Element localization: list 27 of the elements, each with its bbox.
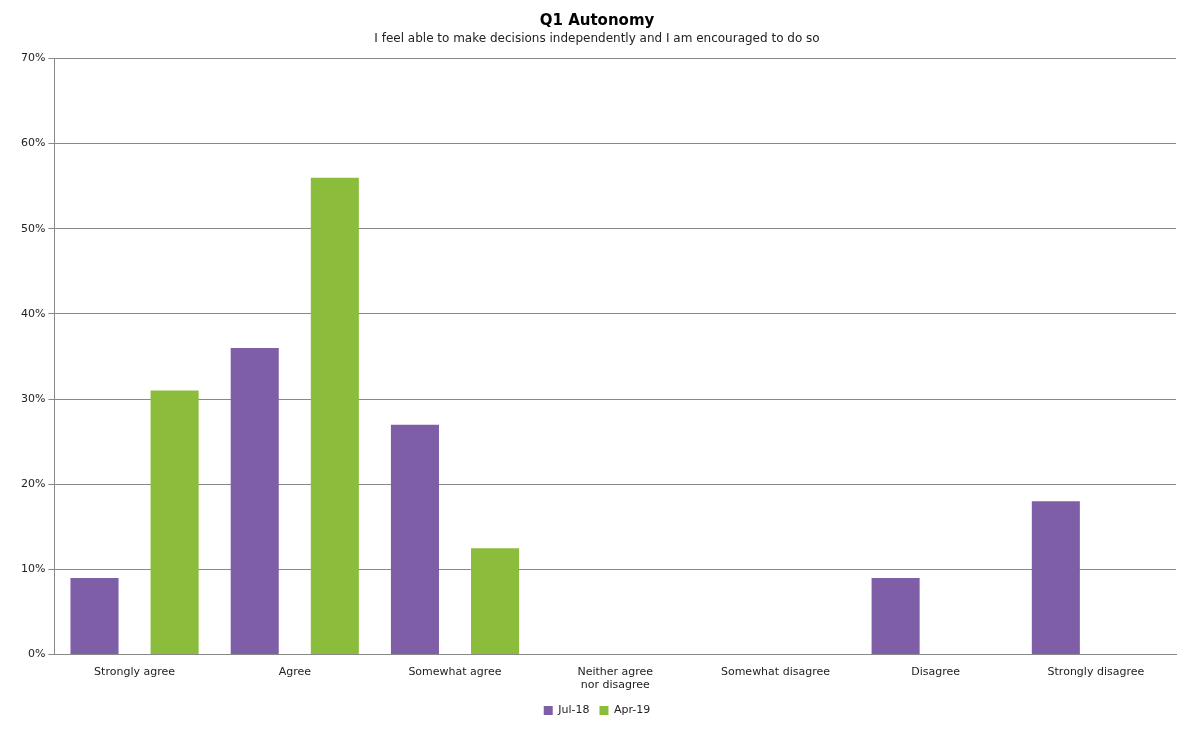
y-tick-label: 70% — [21, 51, 46, 65]
chart-subtitle: I feel able to make decisions independently and I am encouraged to do so — [374, 31, 820, 46]
bar — [230, 347, 279, 655]
x-tick-label: Somewhat agree — [408, 665, 502, 679]
legend-label: Jul-18 — [557, 703, 590, 717]
x-tick-label: Strongly agree — [94, 665, 176, 679]
x-tick-label: Strongly disagree — [1047, 665, 1145, 679]
bar — [150, 390, 199, 655]
x-tick-label: Agree — [278, 665, 312, 679]
y-tick-label: 0% — [28, 647, 46, 661]
bar — [390, 424, 439, 655]
y-tick-label: 50% — [21, 221, 46, 235]
x-tick-label: Somewhat disagree — [720, 665, 831, 679]
y-tick-label: 40% — [21, 306, 46, 320]
y-tick-label: 20% — [21, 477, 46, 491]
y-tick-label: 10% — [21, 562, 46, 576]
bar — [871, 577, 920, 655]
y-tick-label: 60% — [21, 136, 46, 150]
bar — [310, 177, 359, 655]
chart-title: Q1 Autonomy — [539, 10, 655, 29]
y-tick-label: 30% — [21, 391, 46, 405]
bar — [471, 548, 520, 655]
bar — [70, 577, 119, 655]
x-tick-label: Neither agree nor disagree — [577, 665, 654, 692]
x-tick-label: Disagree — [911, 665, 961, 679]
legend-label: Apr-19 — [613, 703, 651, 717]
bar — [1031, 501, 1080, 655]
